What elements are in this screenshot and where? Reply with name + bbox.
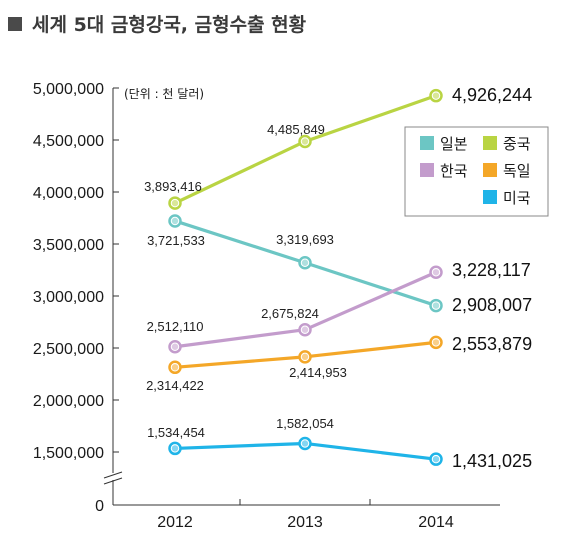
data-label: 2,675,824 (261, 306, 319, 321)
data-point-inner (171, 364, 179, 371)
chart-title: 세계 5대 금형강국, 금형수출 현황 (32, 13, 307, 36)
data-point-inner (301, 138, 309, 145)
legend-swatch (483, 163, 497, 177)
legend-swatch (483, 136, 497, 150)
y-tick-label: 2,500,000 (33, 341, 104, 358)
data-point-inner (171, 445, 179, 452)
data-label: 2,314,422 (146, 378, 204, 393)
data-label: 2,414,953 (289, 365, 347, 380)
legend-swatch (420, 163, 434, 177)
series-line-1 (174, 94, 437, 205)
data-label: 3,228,117 (452, 260, 531, 280)
x-tick-label: 2014 (418, 514, 454, 531)
data-point-inner (171, 217, 179, 225)
data-label: 3,893,416 (144, 179, 202, 194)
legend-label: 중국 (503, 135, 531, 153)
axis-break-mark (103, 471, 123, 485)
y-tick-label: 1,500,000 (33, 445, 104, 462)
y-tick-label: 3,500,000 (33, 237, 104, 254)
legend-swatch (420, 136, 434, 150)
data-label: 1,534,454 (147, 425, 205, 440)
legend-label: 일본 (440, 135, 468, 153)
data-label: 1,582,054 (276, 416, 334, 431)
legend-label: 미국 (503, 189, 531, 207)
data-point-inner (432, 339, 440, 346)
data-label: 1,431,025 (452, 451, 532, 471)
data-label: 2,908,007 (452, 295, 532, 315)
x-tick-label: 2012 (157, 514, 193, 531)
data-point-inner (432, 455, 440, 463)
y-tick-label: 0 (95, 498, 104, 515)
data-point-inner (432, 302, 440, 309)
y-tick-label: 4,000,000 (33, 185, 104, 202)
legend-swatch (483, 190, 497, 204)
data-point-inner (432, 92, 440, 99)
data-point-inner (432, 269, 440, 276)
data-label: 4,926,244 (452, 85, 532, 105)
data-point-inner (301, 440, 309, 447)
data-label: 4,485,849 (267, 122, 325, 137)
data-label: 3,721,533 (147, 233, 205, 248)
data-point-inner (171, 343, 179, 350)
data-point-inner (171, 199, 179, 207)
unit-note: (단위 : 천 달러) (124, 86, 204, 101)
y-tick-label: 2,000,000 (33, 393, 104, 410)
data-label: 3,319,693 (276, 232, 334, 247)
y-tick-label: 3,000,000 (33, 289, 104, 306)
legend-label: 독일 (503, 162, 531, 180)
data-point-inner (301, 353, 309, 361)
data-label: 2,553,879 (452, 334, 532, 354)
y-tick-label: 5,000,000 (33, 81, 104, 98)
data-point-inner (301, 259, 309, 266)
legend-label: 한국 (440, 162, 468, 180)
x-tick-label: 2013 (287, 514, 323, 531)
data-label: 2,512,110 (147, 319, 204, 334)
title-square-icon (8, 17, 22, 31)
y-tick-label: 4,500,000 (33, 133, 104, 150)
data-point-inner (301, 326, 309, 333)
